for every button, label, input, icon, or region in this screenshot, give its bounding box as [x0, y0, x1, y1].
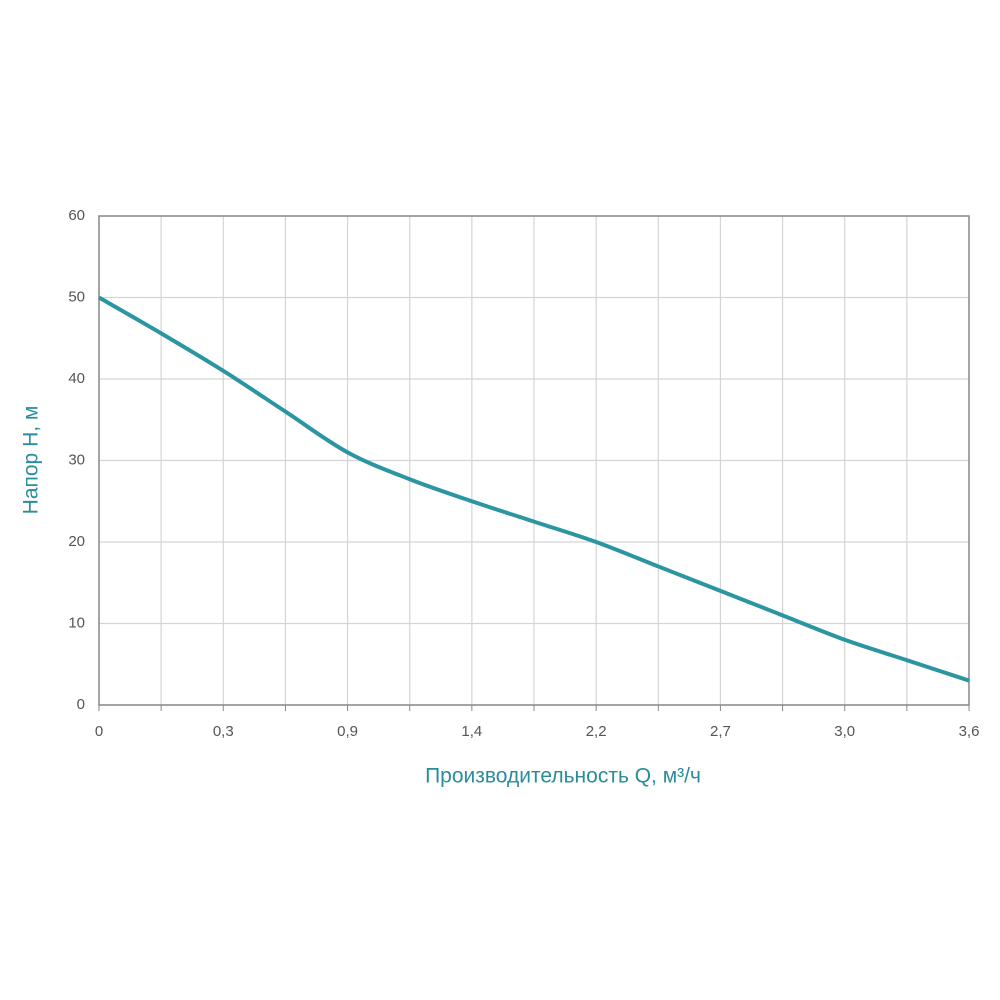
plot-frame	[98, 215, 970, 706]
y-tick-label: 40	[68, 370, 85, 387]
x-tick-label: 2,7	[710, 723, 731, 740]
y-tick-label: 30	[68, 451, 85, 468]
x-axis-title: Производительность Q, м³/ч	[425, 765, 701, 788]
x-tick-label: 0,3	[213, 723, 234, 740]
x-tick-label: 0	[95, 723, 103, 740]
x-tick-label: 1,4	[461, 723, 482, 740]
y-axis-title: Напор H, м	[20, 406, 43, 515]
y-tick-label: 10	[68, 614, 85, 631]
y-tick-label: 0	[77, 696, 85, 713]
data-line	[98, 295, 970, 683]
x-tick-label: 2,2	[586, 723, 607, 740]
x-tick-label: 3,6	[959, 723, 980, 740]
x-tick-label: 0,9	[337, 723, 358, 740]
y-tick-label: 50	[68, 288, 85, 305]
y-tick-label: 60	[68, 207, 85, 224]
x-tick-label: 3,0	[834, 723, 855, 740]
y-tick-label: 20	[68, 533, 85, 550]
